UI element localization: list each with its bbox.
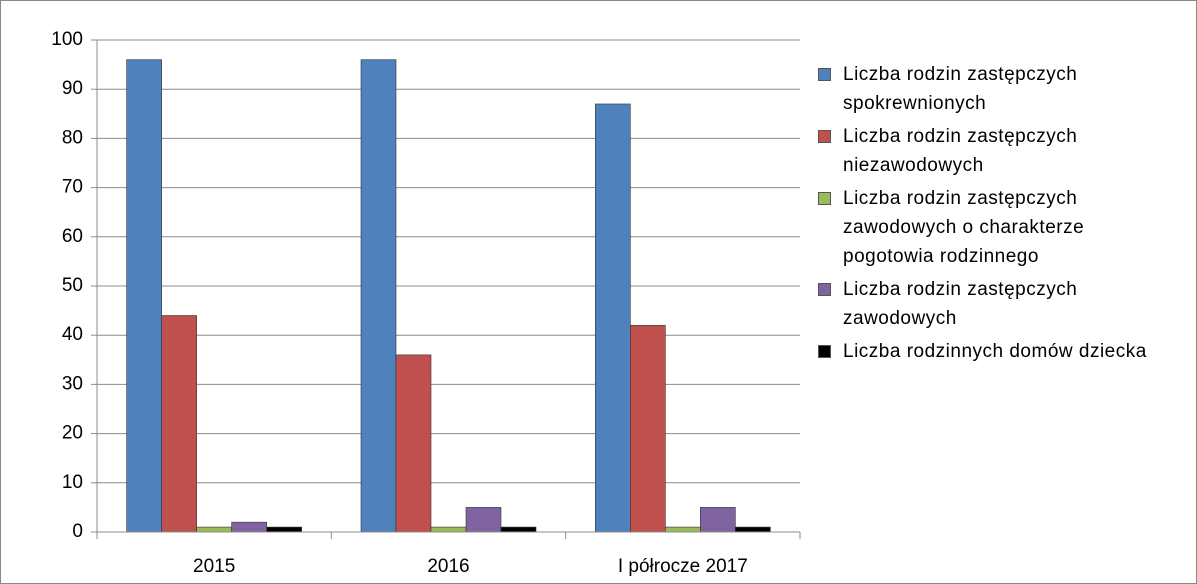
legend-item: Liczba rodzin zastępczych niezawodowych — [818, 122, 1148, 180]
legend-swatch — [818, 192, 831, 205]
bar — [126, 59, 162, 533]
legend-swatch — [818, 130, 831, 143]
y-tick-label: 100 — [51, 29, 83, 50]
bar — [161, 315, 197, 533]
y-tick-label: 60 — [62, 226, 83, 247]
legend-label: Liczba rodzinnych domów dziecka — [843, 341, 1147, 362]
x-tick-label: 2015 — [193, 556, 235, 577]
bar — [665, 526, 701, 533]
bar — [430, 526, 467, 533]
legend-item: Liczba rodzin zastępczych zawodowych o c… — [818, 184, 1148, 271]
y-tick-label: 70 — [62, 177, 83, 198]
legend-label: Liczba rodzin zastępczych spokrewnionych — [843, 64, 1078, 114]
legend-label: Liczba rodzin zastępczych zawodowych — [843, 279, 1078, 329]
y-tick-label: 0 — [72, 521, 83, 542]
y-tick-label: 20 — [62, 423, 83, 444]
bar — [735, 526, 771, 533]
bar — [231, 521, 267, 533]
y-tick-label: 10 — [62, 472, 83, 493]
legend: Liczba rodzin zastępczych spokrewnionych… — [818, 60, 1148, 370]
y-tick-label: 90 — [62, 78, 83, 99]
bar — [630, 325, 666, 533]
legend-item: Liczba rodzin zastępczych spokrewnionych — [818, 60, 1148, 118]
bar — [196, 526, 232, 533]
legend-item: Liczba rodzinnych domów dziecka — [818, 337, 1148, 366]
y-tick-label: 50 — [62, 275, 83, 296]
y-tick-label: 40 — [62, 324, 83, 345]
bar — [500, 526, 537, 533]
legend-swatch — [818, 345, 831, 358]
bar — [465, 507, 502, 533]
legend-item: Liczba rodzin zastępczych zawodowych — [818, 275, 1148, 333]
bar — [700, 507, 736, 533]
bar — [360, 59, 397, 533]
x-tick-label: I półrocze 2017 — [618, 556, 748, 577]
legend-swatch — [818, 68, 831, 81]
x-tick-label: 2016 — [427, 556, 469, 577]
legend-label: Liczba rodzin zastępczych zawodowych o c… — [843, 188, 1085, 267]
bar — [266, 526, 302, 533]
legend-label: Liczba rodzin zastępczych niezawodowych — [843, 126, 1078, 176]
legend-swatch — [818, 283, 831, 296]
y-tick-label: 80 — [62, 127, 83, 148]
bar — [395, 354, 432, 533]
bar — [595, 103, 631, 533]
y-tick-label: 30 — [62, 373, 83, 394]
